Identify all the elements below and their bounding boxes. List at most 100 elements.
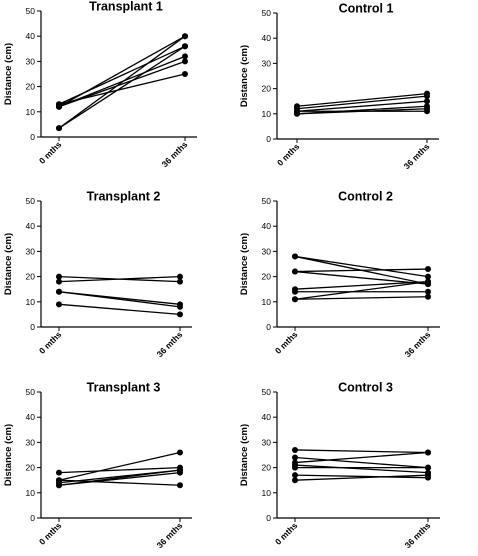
y-tick-label: 0 <box>266 513 271 523</box>
data-point <box>177 301 183 308</box>
chart-title: Control 1 <box>339 2 394 16</box>
data-point <box>425 273 431 280</box>
data-point <box>177 449 183 456</box>
chart-title: Control 2 <box>338 190 393 204</box>
series-line <box>294 296 429 300</box>
series-line <box>294 280 429 290</box>
y-tick-label: 50 <box>26 6 36 16</box>
series-8 <box>292 278 431 303</box>
data-point <box>182 33 188 40</box>
data-point <box>182 71 188 77</box>
series-line <box>296 105 428 115</box>
x-tick-label: 0 mths <box>37 329 64 356</box>
data-point <box>294 108 300 115</box>
y-tick-label: 20 <box>262 463 272 473</box>
y-tick-label: 50 <box>262 8 272 18</box>
y-tick-label: 30 <box>262 58 272 68</box>
data-point <box>292 288 298 295</box>
series-1 <box>292 253 431 280</box>
series-line <box>294 449 429 454</box>
chart-panel-3: Transplant 2 Distance (cm) 0 10 20 30 40 50 0 mt… <box>3 190 192 359</box>
data-point <box>56 477 62 484</box>
data-point <box>182 58 188 65</box>
series-line <box>58 60 186 108</box>
data-point <box>425 288 431 295</box>
series-7 <box>292 472 431 484</box>
data-point <box>425 472 431 479</box>
data-point <box>292 296 298 303</box>
series-2 <box>56 273 183 285</box>
chart-panel-6: Control 3 Distance (cm) 0 10 20 30 40 50 0 mths 3… <box>239 381 440 550</box>
y-tick-label: 40 <box>26 221 36 231</box>
series-line <box>58 303 181 316</box>
series-line <box>58 291 181 305</box>
data-point <box>56 288 62 295</box>
data-point <box>56 482 62 489</box>
data-point <box>182 43 188 50</box>
chart-panel-4: Control 2 Distance (cm) 0 10 20 30 40 50 0 mths 3… <box>239 190 440 359</box>
y-axis-label: Distance (cm) <box>239 424 250 486</box>
y-tick-label: 20 <box>26 463 36 473</box>
y-axis-label: Distance (cm) <box>3 424 14 486</box>
y-tick-label: 30 <box>262 437 272 447</box>
series-line <box>58 45 186 129</box>
y-tick-label: 40 <box>26 31 36 41</box>
y-tick-label: 0 <box>30 513 35 523</box>
y-tick-label: 0 <box>30 132 35 142</box>
data-point <box>425 449 431 456</box>
data-point <box>425 266 431 273</box>
y-tick-label: 30 <box>262 246 272 256</box>
data-point <box>177 482 183 489</box>
chart-title: Control 3 <box>338 381 393 395</box>
series-4 <box>56 288 183 308</box>
y-axis-label: Distance (cm) <box>239 233 250 295</box>
y-tick-label: 20 <box>26 82 36 92</box>
data-point <box>292 253 298 260</box>
x-tick-label: 36 mths <box>160 139 190 169</box>
x-tick-label: 36 mths <box>403 520 433 550</box>
series-line <box>58 479 181 486</box>
chart-panel-1: Transplant 1 Distance (cm) 0 10 20 30 40 50 0 mt… <box>3 0 197 169</box>
data-point <box>292 472 298 479</box>
y-tick-label: 0 <box>30 322 35 332</box>
series-5 <box>56 301 183 318</box>
data-point <box>424 108 430 115</box>
data-point <box>56 278 62 285</box>
chart-title: Transplant 2 <box>87 190 161 204</box>
series-line <box>296 100 428 112</box>
series-4 <box>292 462 431 476</box>
data-point <box>56 103 62 110</box>
y-tick-label: 10 <box>262 488 272 498</box>
x-tick-label: 0 mths <box>37 520 64 547</box>
y-tick-label: 20 <box>262 272 272 282</box>
series-6 <box>56 467 183 489</box>
data-point <box>424 98 430 105</box>
series-line <box>294 268 429 273</box>
series-line <box>58 275 181 283</box>
x-tick-label: 36 mths <box>402 141 432 171</box>
data-point <box>292 477 298 484</box>
series-line <box>296 95 428 110</box>
y-tick-label: 50 <box>262 196 272 206</box>
series-line <box>58 451 181 481</box>
y-tick-label: 50 <box>26 196 36 206</box>
y-axis-label: Distance (cm) <box>239 45 250 107</box>
x-tick-label: 0 mths <box>37 139 64 166</box>
series-line <box>294 474 429 481</box>
chart-panel-2: Control 1 Distance (cm) 0 10 20 30 40 50 0 mths 3… <box>239 2 439 171</box>
series-6 <box>56 71 188 108</box>
y-tick-label: 20 <box>26 272 36 282</box>
series-line <box>296 92 428 107</box>
series-line <box>294 474 429 479</box>
series-6 <box>292 288 431 295</box>
series-line <box>294 451 429 464</box>
y-tick-label: 10 <box>26 488 36 498</box>
series-line <box>58 466 181 474</box>
y-tick-label: 40 <box>262 221 272 231</box>
series-line <box>294 456 429 469</box>
y-tick-label: 10 <box>26 107 36 117</box>
series-line <box>294 464 429 474</box>
y-tick-label: 30 <box>26 246 36 256</box>
data-point <box>177 311 183 318</box>
y-tick-label: 10 <box>262 297 272 307</box>
